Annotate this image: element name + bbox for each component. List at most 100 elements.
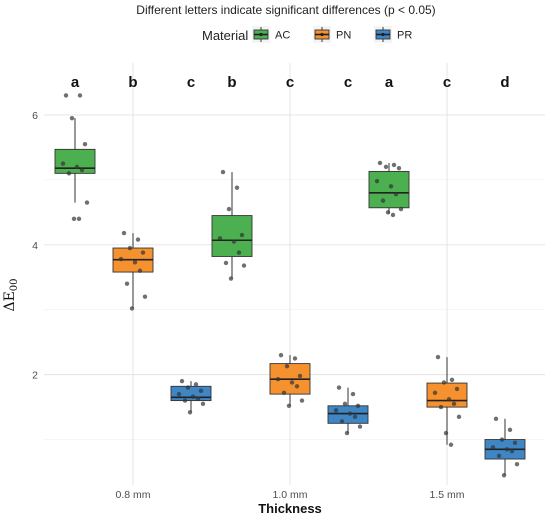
data-point: [292, 356, 298, 361]
chart-subtitle: Different letters indicate significant d…: [136, 3, 435, 17]
data-point: [234, 185, 240, 190]
data-point: [176, 391, 182, 397]
data-point: [135, 237, 141, 242]
y-tick-label: 2: [32, 370, 38, 382]
significance-letter: d: [500, 74, 509, 91]
data-point: [77, 93, 83, 98]
data-point: [504, 447, 510, 452]
data-point: [357, 424, 363, 429]
legend: Material AC PN PR: [202, 26, 412, 43]
legend-title: Material: [202, 28, 248, 43]
data-point: [275, 376, 281, 382]
data-point: [512, 440, 518, 445]
box-iqr: [426, 382, 468, 408]
data-point: [380, 198, 386, 203]
legend-key-point: [320, 32, 324, 37]
data-point: [185, 385, 191, 390]
data-point: [390, 212, 396, 218]
data-point: [63, 93, 69, 98]
y-axis-title-main: ΔE: [2, 291, 18, 311]
data-point: [352, 414, 358, 420]
data-point: [432, 390, 438, 396]
data-point: [187, 410, 193, 415]
x-axis: 0.8 mm 1.0 mm 1.5 mm: [115, 489, 464, 501]
data-point: [342, 401, 348, 407]
box-pn-2: [269, 352, 311, 408]
data-point: [179, 378, 185, 384]
box-pr-3: [484, 416, 526, 478]
data-point: [507, 427, 513, 433]
data-point: [76, 216, 82, 222]
data-point: [299, 398, 305, 403]
data-point: [193, 382, 199, 387]
x-tick-label: 1.5 mm: [429, 489, 464, 501]
data-point: [374, 178, 380, 184]
data-point: [195, 396, 201, 401]
data-point: [71, 216, 77, 222]
box-pr-2: [327, 385, 369, 436]
data-point: [454, 386, 460, 392]
significance-letter: a: [385, 74, 394, 91]
data-point: [294, 384, 300, 389]
y-axis: 2 4 6: [32, 110, 38, 382]
data-point: [393, 191, 399, 197]
plot-area: [54, 93, 526, 478]
box-pr-1: [170, 378, 212, 415]
data-point: [140, 250, 146, 255]
box-ac-3: [368, 160, 410, 218]
significance-letter: c: [344, 74, 352, 91]
data-point: [499, 437, 505, 442]
y-axis-title-subscript: 00: [9, 278, 20, 291]
data-point: [236, 250, 242, 255]
data-point: [446, 397, 452, 402]
x-tick-label: 1.0 mm: [272, 489, 307, 501]
data-point: [132, 260, 138, 265]
data-point: [336, 385, 342, 390]
data-point: [514, 462, 520, 467]
data-point: [66, 171, 72, 176]
data-point: [509, 449, 515, 454]
data-point: [239, 232, 245, 238]
x-tick-label: 0.8 mm: [115, 489, 150, 501]
gridlines: [44, 63, 545, 485]
data-point: [142, 294, 148, 299]
data-point: [284, 363, 290, 369]
y-tick-label: 6: [32, 110, 38, 122]
data-point: [496, 453, 502, 458]
data-point: [228, 276, 234, 281]
box-pn-3: [426, 354, 468, 447]
data-point: [339, 419, 345, 424]
data-point: [129, 306, 135, 311]
box-pn-1: [112, 230, 154, 311]
data-point: [333, 408, 339, 413]
data-point: [82, 141, 88, 147]
legend-key-point: [259, 32, 263, 37]
box-ac-1: [54, 93, 96, 222]
legend-item-pn: PN: [313, 26, 351, 43]
data-point: [118, 256, 124, 262]
data-point: [121, 230, 127, 236]
data-point: [69, 115, 75, 121]
data-point: [278, 352, 284, 358]
data-point: [137, 268, 143, 273]
data-point: [435, 354, 441, 360]
significance-letter: c: [443, 74, 451, 91]
data-point: [398, 206, 404, 212]
data-point: [297, 373, 303, 379]
data-point: [223, 260, 229, 266]
data-point: [74, 164, 80, 170]
data-point: [220, 169, 226, 175]
data-point: [490, 445, 496, 450]
data-point: [501, 473, 507, 478]
data-point: [347, 411, 353, 416]
data-point: [441, 380, 447, 385]
significance-letter: c: [286, 74, 294, 91]
data-point: [127, 245, 133, 251]
significance-letters: a b ab c cc c d: [71, 74, 510, 91]
data-point: [124, 281, 130, 286]
y-tick-label: 4: [32, 240, 38, 252]
significance-letter: b: [227, 74, 236, 91]
data-point: [198, 388, 204, 394]
data-point: [388, 184, 394, 189]
legend-key-point: [381, 32, 385, 37]
